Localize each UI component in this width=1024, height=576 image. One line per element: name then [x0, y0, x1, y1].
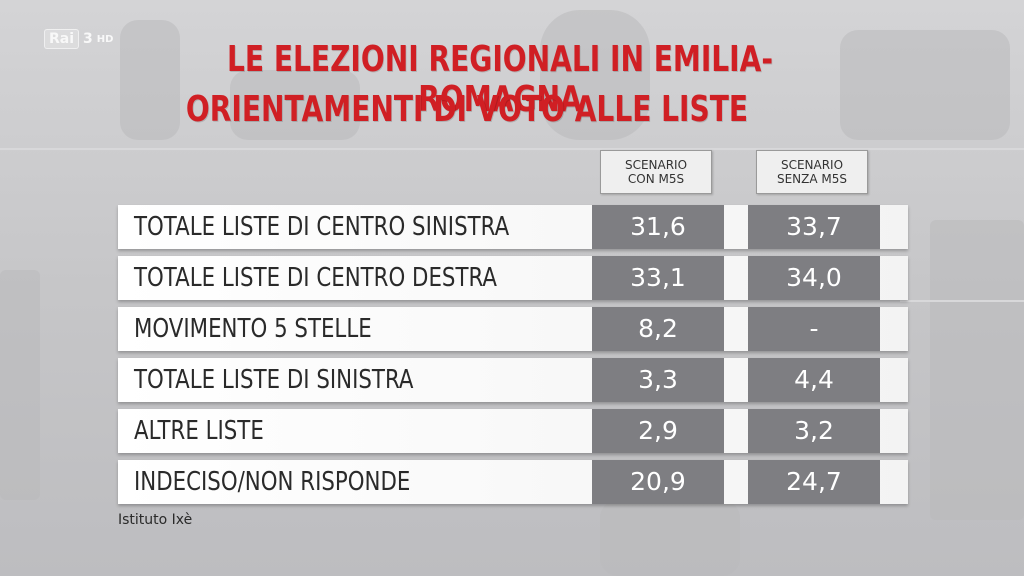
table-row: ALTRE LISTE 2,9 3,2: [118, 409, 908, 453]
chart-title: LE ELEZIONI REGIONALI IN EMILIA-ROMAGNA: [226, 39, 774, 120]
row-label: TOTALE LISTE DI CENTRO DESTRA: [134, 263, 498, 293]
table-row: MOVIMENTO 5 STELLE 8,2-: [118, 307, 908, 351]
value-without-m5s: 4,4: [748, 358, 880, 402]
column-header-with-m5s: SCENARIO CON M5S: [600, 150, 712, 194]
value-with-m5s: 20,9: [592, 460, 724, 504]
column-header-line1: SCENARIO: [780, 158, 844, 172]
row-label: ALTRE LISTE: [134, 416, 264, 446]
table-row: TOTALE LISTE DI CENTRO DESTRA 33,1 34,0: [118, 256, 908, 300]
column-header-line1: SCENARIO: [624, 158, 688, 172]
column-header-without-m5s: SCENARIO SENZA M5S: [756, 150, 868, 194]
value-without-m5s: 34,0: [748, 256, 880, 300]
column-header-line2: CON M5S: [627, 172, 685, 186]
rai-logo-text: Rai: [44, 29, 80, 49]
value-without-m5s: -: [748, 307, 880, 351]
table-row: INDECISO/NON RISPONDE 20,9 24,7: [118, 460, 908, 504]
table-row: TOTALE LISTE DI SINISTRA 3,3 4,4: [118, 358, 908, 402]
row-label: INDECISO/NON RISPONDE: [134, 467, 411, 497]
value-with-m5s: 8,2: [592, 307, 724, 351]
broadcaster-logo: Rai 3 HD: [44, 28, 113, 50]
chart-subtitle: ORIENTAMENTI DI VOTO ALLE LISTE: [185, 89, 749, 130]
value-without-m5s: 33,7: [748, 205, 880, 249]
value-without-m5s: 24,7: [748, 460, 880, 504]
row-label: MOVIMENTO 5 STELLE: [134, 314, 372, 344]
value-without-m5s: 3,2: [748, 409, 880, 453]
value-with-m5s: 33,1: [592, 256, 724, 300]
channel-number: 3: [83, 31, 93, 47]
value-with-m5s: 2,9: [592, 409, 724, 453]
value-with-m5s: 31,6: [592, 205, 724, 249]
row-label: TOTALE LISTE DI CENTRO SINISTRA: [134, 212, 510, 242]
source-credit: Istituto Ixè: [118, 512, 193, 528]
value-with-m5s: 3,3: [592, 358, 724, 402]
hd-badge: HD: [96, 33, 114, 45]
table-row: TOTALE LISTE DI CENTRO SINISTRA 31,6 33,7: [118, 205, 908, 249]
row-label: TOTALE LISTE DI SINISTRA: [134, 365, 414, 395]
column-header-line2: SENZA M5S: [776, 172, 848, 186]
